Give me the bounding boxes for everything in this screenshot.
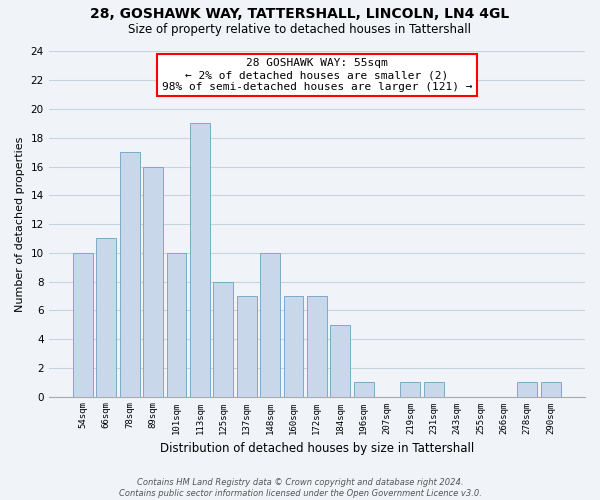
Bar (541, 382, 560, 396)
Text: 28 GOSHAWK WAY: 55sqm
← 2% of detached houses are smaller (2)
98% of semi-detach: 28 GOSHAWK WAY: 55sqm ← 2% of detached h… (161, 58, 472, 92)
Bar (284, 296, 304, 396)
X-axis label: Distribution of detached houses by size in Tattershall: Distribution of detached houses by size … (160, 442, 474, 455)
Bar (73, 253, 93, 396)
Text: Size of property relative to detached houses in Tattershall: Size of property relative to detached ho… (128, 22, 472, 36)
Bar (214, 282, 233, 397)
Bar (167, 253, 187, 396)
Bar (190, 124, 210, 396)
Bar (260, 253, 280, 396)
Bar (353, 382, 374, 396)
Bar (517, 382, 537, 396)
Text: 28, GOSHAWK WAY, TATTERSHALL, LINCOLN, LN4 4GL: 28, GOSHAWK WAY, TATTERSHALL, LINCOLN, L… (91, 8, 509, 22)
Y-axis label: Number of detached properties: Number of detached properties (15, 136, 25, 312)
Bar (97, 238, 116, 396)
Bar (307, 296, 327, 396)
Bar (143, 166, 163, 396)
Bar (237, 296, 257, 396)
Bar (400, 382, 421, 396)
Bar (330, 324, 350, 396)
Bar (120, 152, 140, 396)
Bar (424, 382, 443, 396)
Text: Contains HM Land Registry data © Crown copyright and database right 2024.
Contai: Contains HM Land Registry data © Crown c… (119, 478, 481, 498)
